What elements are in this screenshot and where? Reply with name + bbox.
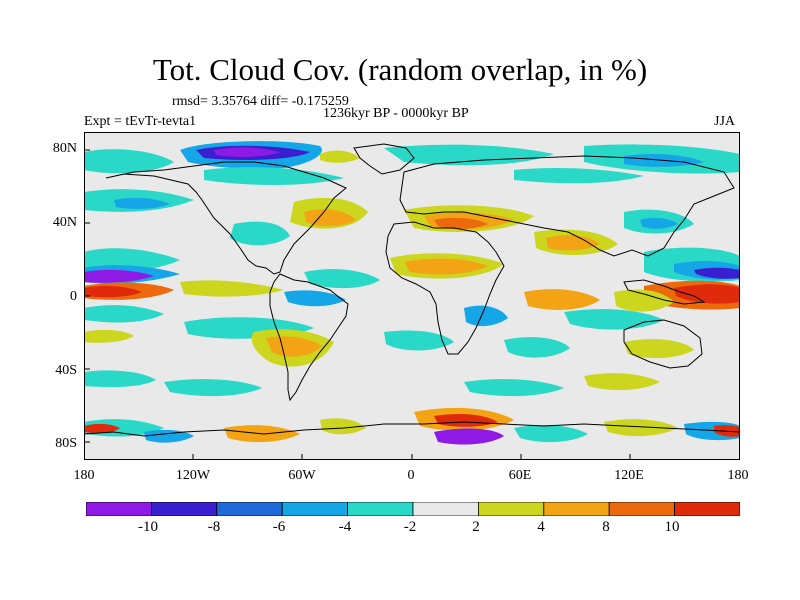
lat-tick-0: 0 — [70, 289, 77, 304]
anomaly-patch — [384, 330, 454, 351]
lon-tick-180w: 180 — [73, 468, 95, 483]
lat-tick-80s: 80S — [55, 436, 77, 451]
africa-coast — [385, 221, 505, 355]
colorbar-label: 10 — [664, 519, 680, 535]
colorbar-label: -2 — [403, 519, 417, 535]
colorbar-swatch — [608, 502, 676, 516]
lat-tick-40n: 40N — [52, 215, 77, 230]
anomaly-patch — [214, 147, 280, 157]
north-america-coast — [105, 161, 347, 275]
colorbar-label: -10 — [138, 519, 158, 535]
lon-tick-60w: 60W — [288, 468, 316, 483]
greenland-coast — [353, 143, 415, 175]
anomaly-field — [84, 141, 740, 445]
anomaly-patch — [84, 370, 156, 388]
anomaly-patch — [434, 217, 488, 229]
anomaly-patch — [604, 419, 678, 437]
anomaly-patch — [284, 290, 346, 307]
experiment-label: Expt = tEvTr-tevta1 — [84, 114, 197, 129]
anomaly-patch — [524, 289, 600, 310]
coastlines — [84, 143, 740, 437]
anomaly-patch — [546, 235, 600, 251]
anomaly-patch — [84, 149, 174, 174]
colorbar-swatch — [151, 502, 218, 516]
anomaly-patch — [84, 285, 142, 298]
anomaly-patch — [84, 305, 164, 323]
colorbar-swatch — [412, 502, 479, 516]
cloud-cover-map — [84, 132, 740, 460]
antarctica-coast — [84, 421, 740, 437]
colorbar-label: -8 — [207, 519, 221, 535]
anomaly-patch — [180, 280, 284, 297]
period-label: 1236kyr BP - 0000kyr BP — [323, 106, 469, 121]
anomaly-patch — [614, 289, 674, 312]
anomaly-patch — [164, 379, 262, 397]
anomaly-patch — [230, 221, 290, 246]
anomaly-patch — [464, 305, 508, 327]
chart-title: Tot. Cloud Cov. (random overlap, in %) — [152, 52, 648, 87]
anomaly-patch — [464, 379, 564, 397]
colorbar-swatch — [477, 502, 545, 516]
stats-label: rmsd= 3.35764 diff= -0.175259 — [172, 94, 349, 109]
anomaly-patch — [84, 269, 154, 283]
anomaly-patch — [624, 339, 694, 359]
anomaly-patch — [114, 197, 170, 209]
colorbar-label: -6 — [272, 519, 286, 535]
lat-tick-40s: 40S — [55, 363, 77, 378]
anomaly-patch — [434, 428, 504, 445]
lon-tick-180e: 180 — [727, 468, 749, 483]
anomaly-patch — [640, 217, 678, 229]
anomaly-patch — [204, 167, 344, 185]
australia-coast — [623, 319, 703, 369]
eurasia-coast — [399, 155, 735, 257]
season-label: JJA — [714, 114, 736, 129]
anomaly-patch — [584, 373, 660, 391]
anomaly-patch — [384, 144, 554, 166]
colorbar-swatch — [216, 502, 283, 516]
colorbar — [86, 502, 740, 516]
anomaly-patch — [504, 337, 570, 358]
colorbar-swatch — [674, 502, 740, 516]
colorbar-label: -4 — [338, 519, 352, 535]
colorbar-label: 8 — [602, 519, 610, 535]
colorbar-swatch — [543, 502, 610, 516]
anomaly-patch — [84, 329, 134, 343]
anomaly-patch — [320, 150, 360, 163]
map-ticks — [84, 149, 631, 460]
anomaly-patch — [694, 267, 740, 279]
colorbar-label: 2 — [472, 519, 480, 535]
colorbar-swatch — [281, 502, 348, 516]
indonesia-coast — [623, 279, 706, 305]
anomaly-patch — [304, 209, 356, 227]
lon-tick-60e: 60E — [508, 468, 532, 483]
lon-tick-120e: 120E — [614, 468, 644, 483]
anomaly-patch — [434, 414, 498, 427]
anomaly-patch — [514, 425, 588, 443]
lat-tick-80n: 80N — [52, 141, 77, 156]
anomaly-patch — [266, 336, 322, 357]
lon-tick-0: 0 — [407, 468, 415, 483]
colorbar-label: 4 — [537, 519, 545, 535]
anomaly-patch — [304, 269, 380, 289]
south-america-coast — [269, 273, 349, 402]
colorbar-swatch — [347, 502, 414, 516]
anomaly-patch — [404, 258, 488, 275]
anomaly-patch — [320, 418, 366, 435]
anomaly-patch — [144, 429, 194, 443]
anomaly-patch — [84, 423, 120, 434]
lon-tick-120w: 120W — [175, 468, 211, 483]
anomaly-patch — [674, 284, 740, 304]
anomaly-patch — [514, 168, 644, 184]
colorbar-swatch — [86, 502, 152, 516]
